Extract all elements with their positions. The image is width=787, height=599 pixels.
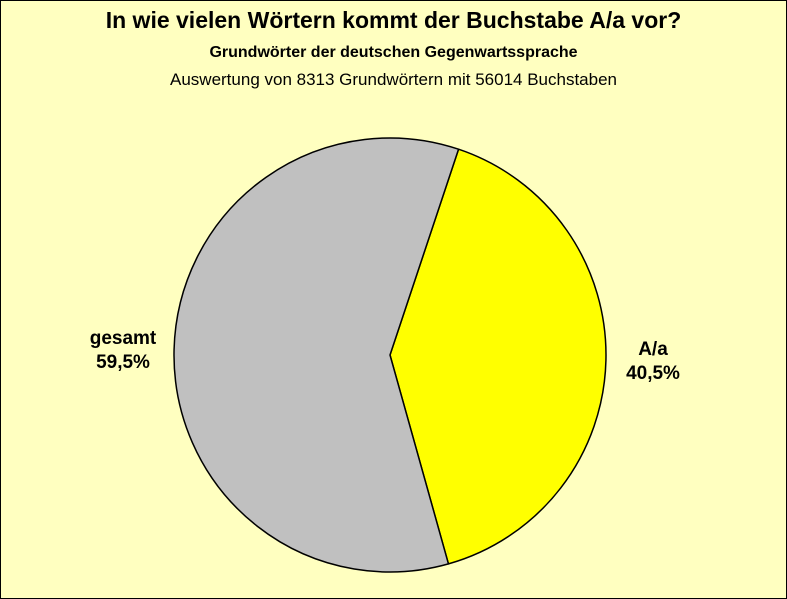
slice-label-a-name: A/a xyxy=(638,339,668,360)
slice-label-gesamt: gesamt 59,5% xyxy=(73,327,173,375)
slice-label-a-value: 40,5% xyxy=(626,363,680,384)
chart-subtitle-secondary: Auswertung von 8313 Grundwörtern mit 560… xyxy=(170,70,617,89)
slice-label-a: A/a 40,5% xyxy=(608,338,698,386)
slice-label-gesamt-value: 59,5% xyxy=(96,352,150,373)
chart-subtitle: Grundwörter der deutschen Gegenwartsspra… xyxy=(209,44,578,61)
pie-slice-gesamt xyxy=(173,137,460,573)
slice-label-gesamt-name: gesamt xyxy=(89,328,157,349)
chart-title: In wie vielen Wörtern kommt der Buchstab… xyxy=(105,7,682,33)
pie-slice-a xyxy=(389,148,607,565)
